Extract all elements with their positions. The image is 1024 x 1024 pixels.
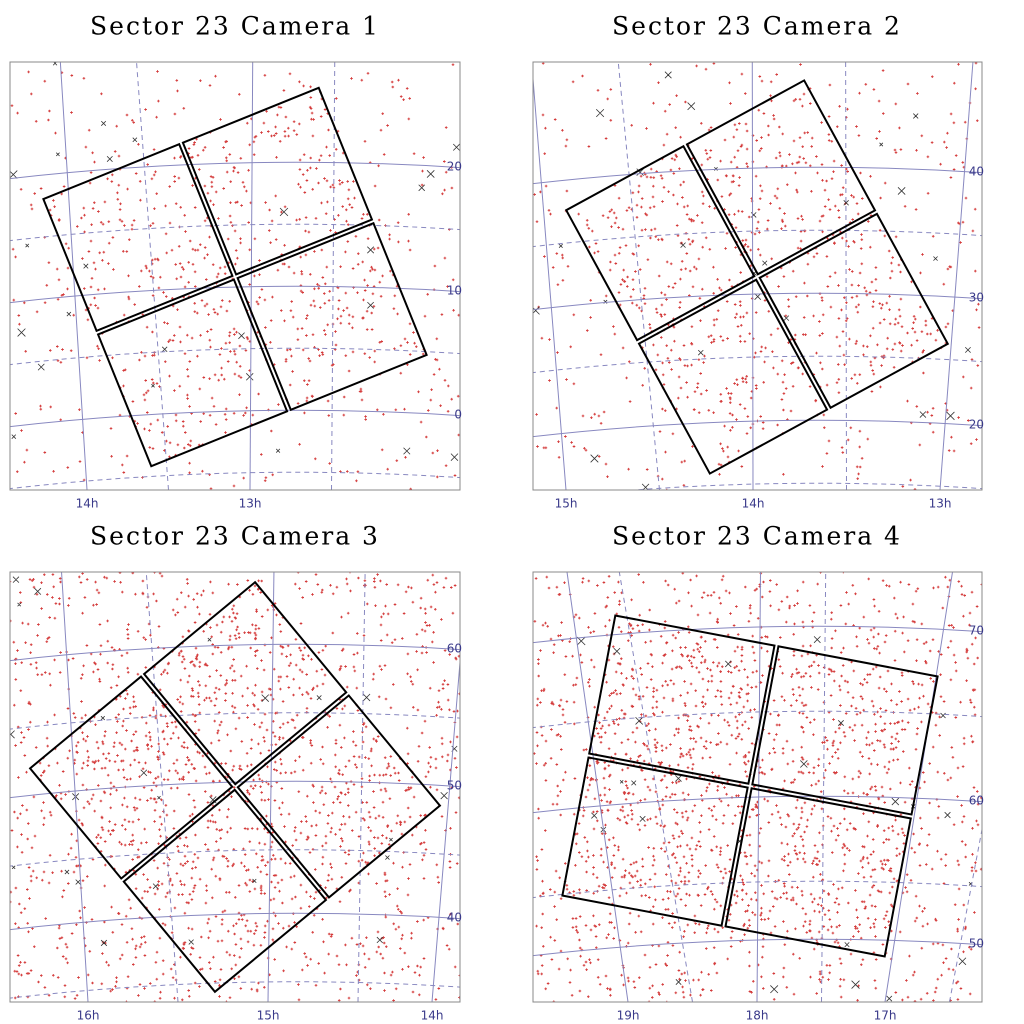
ra-line-dashed bbox=[136, 62, 169, 490]
panel-title: Sector 23 Camera 4 bbox=[612, 522, 902, 551]
dec-line bbox=[10, 409, 460, 428]
ccd bbox=[122, 788, 328, 994]
dec-line-dashed bbox=[628, 482, 982, 490]
ra-label: 14h bbox=[76, 497, 99, 511]
camera-footprint bbox=[564, 79, 950, 475]
ccd bbox=[758, 212, 950, 410]
dec-line bbox=[10, 285, 460, 304]
stars bbox=[10, 63, 460, 490]
dec-line-dashed bbox=[533, 710, 982, 729]
dec-label: 70 bbox=[969, 624, 984, 638]
dec-label: 40 bbox=[969, 165, 984, 179]
ra-label: 14h bbox=[742, 497, 765, 511]
stars bbox=[533, 62, 981, 490]
panel bbox=[533, 62, 982, 490]
ra-line bbox=[566, 572, 629, 1002]
panel bbox=[533, 572, 982, 1002]
dec-label: 10 bbox=[447, 284, 462, 298]
dec-line-dashed bbox=[533, 355, 982, 374]
bright-stars bbox=[10, 576, 458, 947]
dec-line bbox=[10, 643, 460, 662]
ra-label: 13h bbox=[239, 497, 262, 511]
ra-line-dashed bbox=[821, 572, 827, 1002]
dec-line bbox=[533, 419, 982, 438]
dec-label: 30 bbox=[969, 291, 984, 305]
dec-label: 40 bbox=[447, 911, 462, 925]
dec-line-dashed bbox=[10, 471, 460, 490]
dec-label: 0 bbox=[454, 408, 462, 422]
ra-label: 17h bbox=[874, 1009, 897, 1023]
ra-label: 19h bbox=[617, 1009, 640, 1023]
ccd bbox=[564, 144, 756, 342]
dec-label: 50 bbox=[969, 937, 984, 951]
ra-line bbox=[61, 572, 89, 1002]
panel-frame bbox=[9, 571, 461, 1003]
ccd bbox=[42, 142, 234, 333]
dec-line bbox=[10, 912, 460, 931]
ra-line bbox=[884, 572, 953, 1002]
ccd bbox=[561, 756, 749, 927]
camera-footprint bbox=[28, 580, 442, 994]
ccd bbox=[236, 221, 428, 412]
panel-frame bbox=[532, 61, 983, 491]
dec-line bbox=[533, 292, 982, 311]
dec-line-dashed bbox=[10, 223, 460, 242]
ra-label: 15h bbox=[257, 1009, 280, 1023]
dec-line-dashed bbox=[10, 849, 460, 867]
ra-label: 15h bbox=[555, 497, 578, 511]
stars bbox=[10, 572, 460, 1002]
ra-label: 16h bbox=[77, 1009, 100, 1023]
ra-label: 13h bbox=[929, 497, 952, 511]
ra-line-dashed bbox=[845, 62, 847, 490]
ccd bbox=[181, 86, 374, 276]
panel-title: Sector 23 Camera 2 bbox=[612, 12, 902, 41]
camera-footprint bbox=[42, 86, 428, 468]
panel-title: Sector 23 Camera 3 bbox=[90, 522, 380, 551]
ccd bbox=[96, 278, 289, 468]
dec-line-dashed bbox=[10, 347, 460, 366]
ra-line-dashed bbox=[617, 62, 660, 490]
ra-line bbox=[939, 62, 974, 490]
ra-line-dashed bbox=[949, 826, 982, 1002]
ra-label: 14h bbox=[421, 1009, 444, 1023]
ccd bbox=[236, 694, 442, 899]
dec-label: 50 bbox=[447, 779, 462, 793]
ccd bbox=[588, 614, 776, 785]
bright-stars bbox=[10, 62, 460, 461]
panel bbox=[10, 572, 460, 1002]
dec-label: 20 bbox=[447, 160, 462, 174]
dec-label: 20 bbox=[969, 418, 984, 432]
ra-line bbox=[533, 72, 567, 490]
ra-label: 18h bbox=[746, 1009, 769, 1023]
ccd bbox=[637, 278, 829, 475]
dec-line-dashed bbox=[10, 981, 460, 999]
dec-line-dashed bbox=[533, 229, 982, 248]
dec-line bbox=[10, 161, 460, 180]
ra-line bbox=[267, 572, 275, 1002]
dec-line bbox=[533, 625, 982, 644]
ra-line bbox=[249, 62, 254, 490]
panel-title: Sector 23 Camera 1 bbox=[90, 12, 380, 41]
dec-line-dashed bbox=[10, 712, 460, 730]
panel-frame bbox=[9, 61, 461, 491]
panel-frame bbox=[532, 571, 983, 1003]
dec-label: 60 bbox=[447, 642, 462, 656]
ra-line bbox=[431, 656, 460, 1002]
bright-stars bbox=[576, 636, 973, 1002]
ccd bbox=[751, 645, 939, 816]
dec-label: 60 bbox=[969, 794, 984, 808]
ccd bbox=[142, 580, 348, 786]
ccd bbox=[28, 675, 234, 880]
ccd bbox=[724, 787, 912, 958]
ccd bbox=[685, 79, 877, 276]
camera-footprint bbox=[561, 614, 939, 958]
ra-line-dashed bbox=[618, 572, 693, 1002]
ra-line-dashed bbox=[145, 572, 179, 1002]
dec-line bbox=[10, 780, 460, 799]
dec-line bbox=[533, 166, 982, 185]
stars bbox=[533, 572, 982, 1002]
dec-line bbox=[533, 795, 982, 814]
ra-line bbox=[756, 572, 761, 1002]
